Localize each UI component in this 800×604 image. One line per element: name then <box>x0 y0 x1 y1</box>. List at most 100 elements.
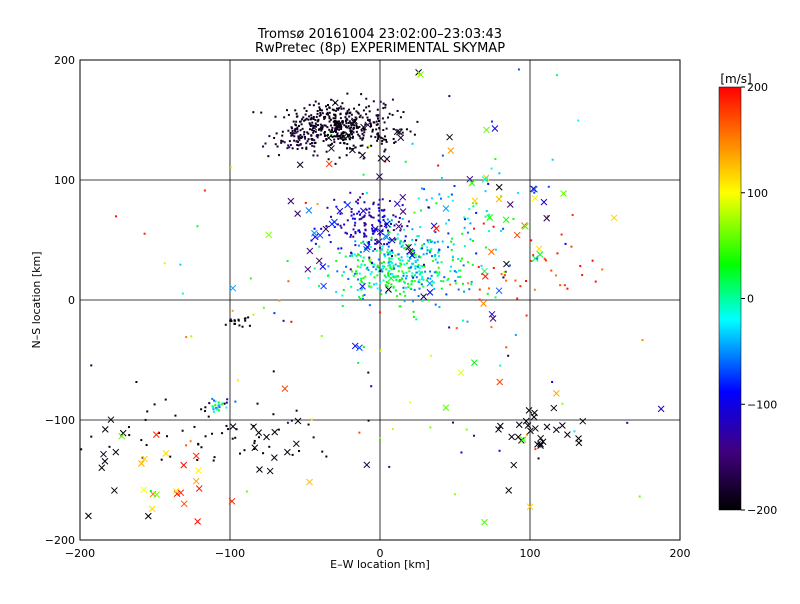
data-point <box>304 137 307 140</box>
data-point <box>381 245 384 248</box>
data-point <box>392 229 395 232</box>
data-point <box>333 124 336 127</box>
data-point <box>325 138 328 141</box>
data-point <box>80 448 83 451</box>
data-point <box>379 289 382 292</box>
data-point <box>262 306 265 309</box>
data-point <box>378 127 381 130</box>
data-point <box>354 232 357 235</box>
data-point <box>300 118 303 121</box>
data-point <box>352 123 355 126</box>
data-point <box>389 266 392 269</box>
data-points <box>80 68 665 526</box>
data-point-cross <box>447 147 455 155</box>
data-point <box>362 277 365 280</box>
data-point <box>419 209 422 212</box>
data-point-cross <box>393 200 401 208</box>
data-point <box>484 190 487 193</box>
data-point-cross <box>310 123 318 131</box>
data-point <box>356 202 359 205</box>
data-point <box>289 131 292 134</box>
data-point <box>308 128 311 131</box>
data-point <box>325 455 328 458</box>
data-point <box>452 243 455 246</box>
data-point <box>299 143 302 146</box>
data-point <box>389 273 392 276</box>
data-point <box>363 131 366 134</box>
data-point-cross <box>537 434 544 442</box>
data-point <box>357 253 360 256</box>
data-point <box>323 131 326 134</box>
data-point <box>314 122 317 125</box>
data-point <box>368 211 371 214</box>
data-point <box>365 267 368 270</box>
data-point <box>344 116 347 119</box>
data-point <box>352 127 355 130</box>
data-point <box>301 127 304 130</box>
data-point <box>127 426 130 429</box>
data-point <box>381 198 384 201</box>
data-point <box>385 268 388 271</box>
data-point <box>377 258 380 261</box>
data-point <box>350 131 353 134</box>
data-point <box>230 166 233 169</box>
data-point <box>451 258 454 261</box>
data-point-cross <box>85 512 92 520</box>
data-point <box>320 335 323 338</box>
data-point <box>432 281 435 284</box>
data-point-cross <box>138 460 145 467</box>
data-point <box>223 402 226 405</box>
data-point <box>579 265 582 268</box>
data-point-cross <box>481 176 489 183</box>
data-point <box>500 229 503 232</box>
data-point <box>305 109 308 112</box>
data-point <box>303 107 306 110</box>
data-point <box>352 213 355 216</box>
data-point <box>312 131 315 134</box>
data-point <box>365 208 368 211</box>
data-point <box>369 122 372 125</box>
data-point <box>383 215 386 218</box>
data-point <box>303 133 306 136</box>
data-point-cross <box>251 444 259 452</box>
data-point <box>379 246 382 249</box>
data-point <box>196 458 199 461</box>
data-point <box>455 327 458 330</box>
data-point <box>321 126 324 129</box>
data-point <box>280 141 283 144</box>
data-point <box>348 137 351 140</box>
data-point <box>466 231 469 234</box>
data-point <box>384 276 387 279</box>
data-point <box>426 239 429 242</box>
data-point <box>333 135 336 138</box>
data-point <box>400 256 403 259</box>
data-point <box>248 324 251 327</box>
data-point <box>383 274 386 277</box>
data-point <box>216 408 219 411</box>
data-point <box>487 182 490 185</box>
data-point <box>243 449 246 452</box>
data-point <box>356 265 359 268</box>
data-point <box>135 381 138 384</box>
data-point <box>370 216 373 219</box>
data-point <box>346 110 349 113</box>
data-point-cross <box>560 190 567 197</box>
data-point <box>368 214 371 217</box>
data-point <box>323 132 326 135</box>
data-point <box>349 191 352 194</box>
data-point-cross <box>483 126 490 134</box>
data-point <box>430 248 433 251</box>
data-point <box>414 253 417 256</box>
data-point <box>220 403 223 406</box>
data-point <box>389 225 392 228</box>
data-point <box>453 270 456 273</box>
data-point <box>296 147 299 150</box>
data-point <box>338 120 341 123</box>
data-point <box>407 244 410 247</box>
colorbar-tick-label: 0 <box>747 293 754 306</box>
data-point-cross <box>305 206 313 214</box>
data-point <box>433 241 436 244</box>
data-point <box>352 131 355 134</box>
data-point <box>291 147 294 150</box>
data-point-cross <box>263 433 270 441</box>
